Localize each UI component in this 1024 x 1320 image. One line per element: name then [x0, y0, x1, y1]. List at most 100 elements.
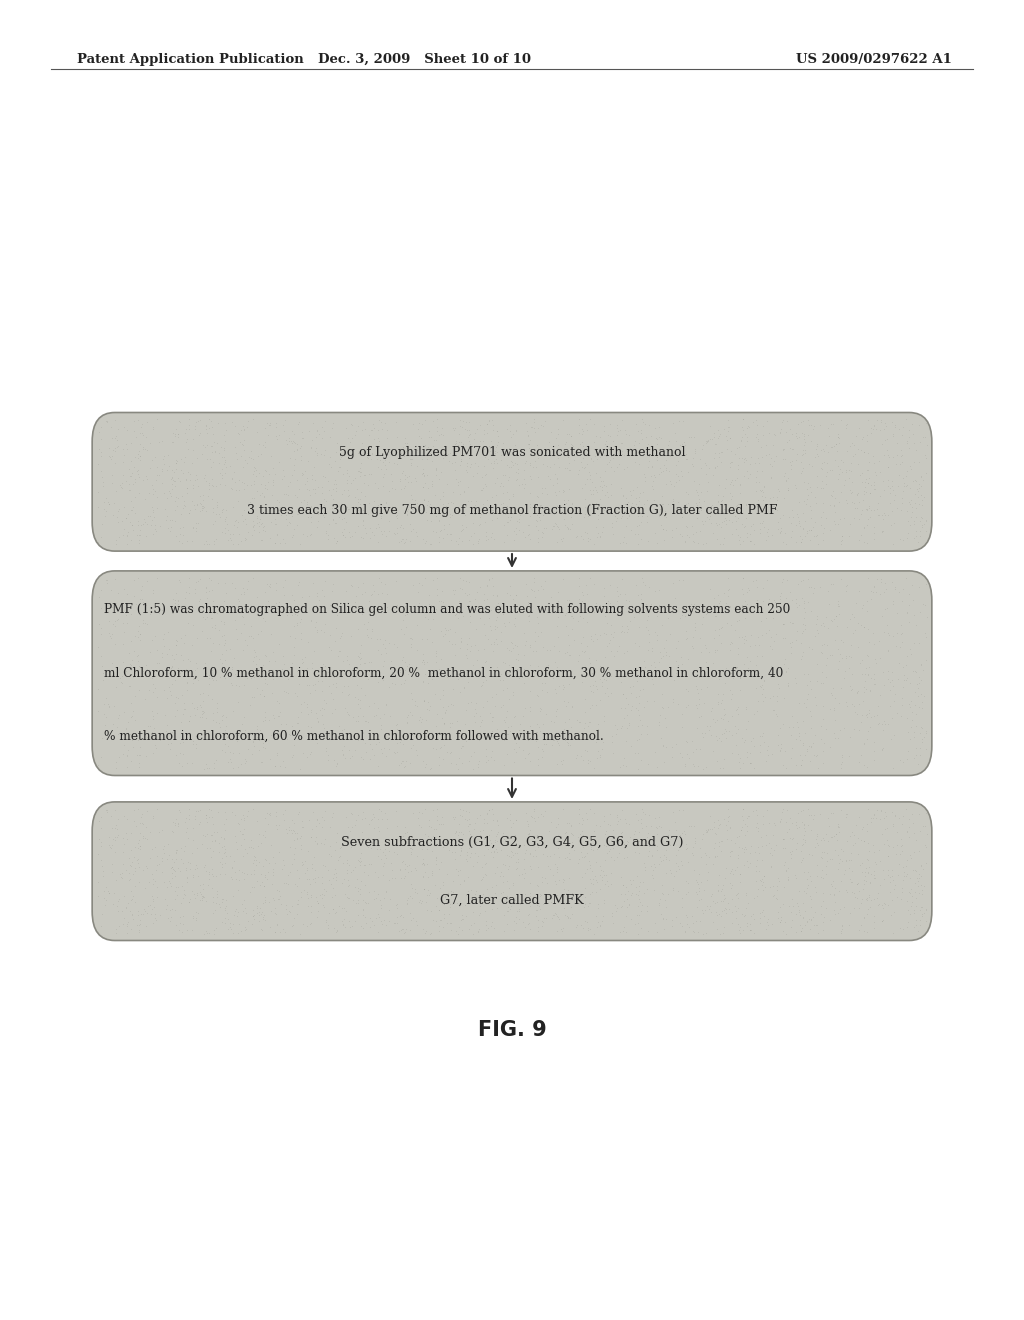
Point	[797, 663, 813, 684]
Point	[795, 734, 811, 755]
Point	[185, 517, 202, 539]
Point	[146, 729, 163, 750]
Point	[738, 601, 755, 622]
Point	[273, 894, 290, 915]
Point	[891, 418, 907, 440]
Point	[630, 809, 646, 830]
Point	[656, 500, 673, 521]
Point	[130, 568, 146, 589]
Point	[527, 457, 544, 478]
Point	[233, 504, 250, 525]
Point	[721, 510, 737, 531]
Point	[484, 899, 501, 920]
Point	[493, 622, 509, 643]
Point	[520, 742, 537, 763]
Point	[362, 585, 379, 606]
Point	[603, 512, 620, 533]
Point	[470, 920, 486, 941]
Point	[161, 845, 177, 866]
Point	[674, 433, 690, 454]
Point	[262, 916, 279, 937]
Point	[535, 478, 551, 499]
Point	[514, 521, 530, 543]
Point	[659, 883, 676, 904]
Point	[125, 421, 141, 442]
Point	[383, 651, 399, 672]
Point	[255, 907, 271, 928]
Point	[583, 628, 599, 649]
Point	[865, 516, 882, 537]
Point	[245, 906, 261, 927]
Point	[224, 656, 241, 677]
Point	[709, 710, 725, 731]
Point	[494, 494, 510, 515]
Point	[437, 887, 454, 908]
Point	[858, 813, 874, 834]
Point	[845, 623, 861, 644]
Point	[344, 915, 360, 936]
Point	[428, 645, 444, 667]
Point	[844, 603, 860, 624]
Point	[620, 444, 636, 465]
Point	[325, 573, 341, 594]
Point	[530, 921, 547, 942]
Point	[615, 833, 632, 854]
Point	[549, 473, 565, 494]
Point	[117, 578, 133, 599]
Point	[477, 863, 494, 884]
Point	[269, 499, 286, 520]
Point	[413, 428, 429, 449]
Point	[182, 651, 199, 672]
Point	[808, 746, 824, 767]
Point	[663, 473, 679, 494]
Point	[535, 680, 551, 701]
Point	[369, 449, 385, 470]
Point	[783, 631, 800, 652]
Text: 5g of Lyophilized PM701 was sonicated with methanol: 5g of Lyophilized PM701 was sonicated wi…	[339, 446, 685, 459]
Point	[608, 718, 625, 739]
Point	[534, 804, 550, 825]
Point	[538, 517, 554, 539]
Point	[181, 414, 198, 436]
Point	[677, 755, 693, 776]
Point	[620, 833, 636, 854]
Point	[805, 516, 821, 537]
Point	[169, 876, 185, 898]
Point	[856, 616, 872, 638]
Point	[535, 741, 551, 762]
Point	[814, 453, 830, 474]
Point	[715, 690, 731, 711]
Point	[544, 734, 560, 755]
Point	[700, 719, 717, 741]
Point	[248, 466, 264, 487]
Point	[424, 471, 440, 492]
Point	[772, 907, 788, 928]
Point	[191, 799, 208, 820]
Point	[843, 453, 859, 474]
Point	[485, 846, 502, 867]
Point	[844, 663, 860, 684]
Point	[190, 591, 207, 612]
Point	[381, 520, 397, 541]
Point	[266, 708, 283, 729]
Point	[409, 639, 425, 660]
Point	[560, 517, 577, 539]
Point	[606, 622, 623, 643]
Point	[93, 655, 110, 676]
Point	[295, 595, 311, 616]
Point	[625, 870, 641, 891]
Point	[217, 523, 233, 544]
Point	[457, 808, 473, 829]
Point	[568, 502, 585, 523]
Point	[251, 904, 267, 925]
Point	[809, 744, 825, 766]
Point	[164, 656, 180, 677]
Point	[119, 420, 135, 441]
Point	[454, 579, 470, 601]
Point	[130, 447, 146, 469]
Point	[160, 517, 176, 539]
Point	[757, 487, 773, 508]
Point	[861, 873, 878, 894]
Point	[831, 491, 848, 512]
Point	[286, 843, 302, 865]
